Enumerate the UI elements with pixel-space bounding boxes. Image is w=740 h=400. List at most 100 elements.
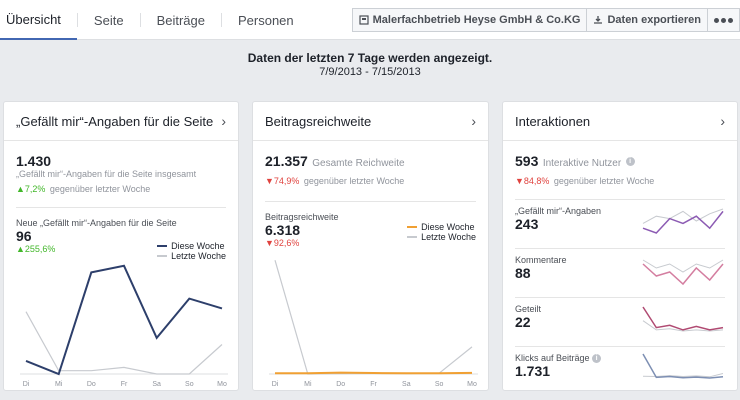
more-options-button[interactable] [708, 8, 740, 32]
divider [515, 346, 725, 347]
new-likes-value: 96 [16, 228, 32, 244]
new-likes-line-chart: Di Mi Do Fr Sa So Mo [20, 264, 228, 388]
reach-chart-legend: Diese Woche Letzte Woche [407, 222, 476, 242]
x-tick-label: Fr [121, 381, 128, 388]
likes-chart-legend: Diese Woche Letzte Woche [157, 241, 226, 261]
interactions-card-title: Interaktionen [515, 113, 591, 129]
post-reach-card-title: Beitragsreichweite [265, 113, 372, 129]
sparkline-this-week [642, 306, 724, 331]
x-tick-label: Mo [217, 381, 227, 388]
x-axis: Di Mi Do Fr Sa So Mo [269, 373, 478, 388]
legend-this-week: Diese Woche [407, 222, 476, 232]
tab-separator [220, 13, 222, 27]
x-tick-label: Di [272, 381, 279, 388]
x-tick-label: Mi [304, 381, 312, 388]
sparkline-this-week [642, 263, 724, 286]
total-likes-change: ▲7,2% [16, 184, 46, 194]
legend-this-week-label: Diese Woche [421, 222, 475, 232]
metric-post-clicks-label-text: Klicks auf Beiträge [515, 353, 590, 363]
interactive-users-label: Interaktive Nutzer [542, 158, 622, 169]
metric-post-clicks-label: Klicks auf Beiträge i [515, 347, 725, 364]
tab-posts-label: Beiträge [156, 12, 205, 28]
interaction-metrics-list: „Gefällt mir“-Angaben 243 Kommentare 88 … [503, 199, 737, 390]
tab-separator [139, 13, 141, 27]
x-tick-label: So [185, 381, 194, 388]
total-reach-value: 21.357 [265, 153, 308, 169]
date-range-dates: 7/9/2013 - 7/15/2013 [319, 66, 421, 78]
page-icon [359, 15, 369, 25]
tab-posts[interactable]: Beiträge [141, 0, 221, 40]
metric-row-comments[interactable]: Kommentare 88 [515, 249, 725, 297]
x-axis: Di Mi Do Fr Sa So Mo [20, 373, 228, 388]
tab-page[interactable]: Seite [78, 0, 140, 40]
x-tick-label: Mi [55, 381, 63, 388]
page-likes-card: „Gefällt mir“-Angaben für die Seite › 1.… [3, 101, 239, 391]
total-reach-label: Gesamte Reichweite [312, 158, 405, 169]
legend-last-week-label: Letzte Woche [171, 251, 226, 261]
legend-swatch [407, 236, 418, 238]
shares-sparkline [642, 306, 724, 332]
total-likes-change-label: gegenüber letzter Woche [49, 184, 151, 194]
download-icon [594, 16, 603, 24]
interactive-users-change: ▼84,8% [515, 176, 550, 186]
top-nav-bar: Übersicht Seite Beiträge Personen Malerf… [0, 0, 740, 40]
divider [16, 207, 226, 208]
sparkline-this-week [642, 210, 724, 234]
insights-tabs: Übersicht Seite Beiträge Personen [0, 0, 310, 40]
metric-shares-value: 22 [515, 314, 531, 330]
sparkline-last-week [642, 320, 724, 332]
page-likes-card-title: „Gefällt mir“-Angaben für die Seite [16, 113, 214, 129]
tab-overview[interactable]: Übersicht [0, 0, 77, 40]
chevron-right-icon: › [720, 113, 725, 129]
tab-page-label: Seite [93, 12, 124, 28]
metric-comments-label: Kommentare [515, 255, 567, 265]
x-tick-label: Do [87, 381, 96, 388]
series-line-last-week [274, 260, 473, 375]
chevron-right-icon: › [221, 113, 226, 129]
post-reach-card: Beitragsreichweite › 21.357 Gesamte Reic… [252, 101, 489, 391]
new-likes-label: Neue „Gefällt mir“-Angaben für die Seite [16, 218, 177, 228]
metric-row-post-clicks[interactable]: Klicks auf Beiträge i 1.731 [515, 347, 725, 390]
legend-this-week: Diese Woche [157, 241, 226, 251]
tab-overview-label: Übersicht [6, 11, 61, 27]
divider [515, 297, 725, 298]
interactive-users-value: 593 [515, 153, 539, 169]
interactions-card-header[interactable]: Interaktionen › [503, 102, 737, 141]
tab-people[interactable]: Personen [222, 0, 310, 40]
reach-chart-label: Beitragsreichweite [265, 212, 339, 222]
metric-shares-label: Geteilt [515, 304, 542, 314]
metric-row-likes[interactable]: „Gefällt mir“-Angaben 243 [515, 200, 725, 248]
legend-last-week: Letzte Woche [157, 251, 226, 261]
legend-last-week: Letzte Woche [407, 232, 476, 242]
x-tick-label: Mo [467, 381, 477, 388]
reach-chart-value: 6.318 [265, 222, 301, 238]
total-reach-change-label: gegenüber letzter Woche [303, 176, 405, 186]
divider [265, 201, 476, 202]
info-icon[interactable]: i [592, 354, 602, 364]
new-likes-change: ▲255,6% [16, 244, 56, 254]
date-range-banner: Daten der letzten 7 Tage werden angezeig… [0, 40, 740, 88]
export-data-button[interactable]: Daten exportieren [587, 8, 708, 32]
total-likes-label: „Gefällt mir“-Angaben für die Seite insg… [16, 169, 197, 179]
post-clicks-sparkline [642, 353, 724, 379]
sparkline-last-week [642, 208, 724, 224]
divider [515, 248, 725, 249]
x-tick-label: Di [23, 381, 30, 388]
metric-comments-value: 88 [515, 265, 531, 281]
interactions-card: Interaktionen › 593 Interaktive Nutzer i… [502, 101, 738, 391]
series-line-last-week [25, 311, 223, 375]
post-reach-card-header[interactable]: Beitragsreichweite › [253, 102, 488, 141]
page-select-button[interactable]: Malerfachbetrieb Heyse GmbH & Co.KG [351, 8, 588, 32]
metric-row-shares[interactable]: Geteilt 22 [515, 298, 725, 346]
info-icon[interactable]: i [625, 157, 635, 167]
sparkline-this-week [642, 353, 724, 379]
date-range-title: Daten der letzten 7 Tage werden angezeig… [247, 51, 493, 65]
metric-likes-label: „Gefällt mir“-Angaben [515, 206, 602, 216]
x-tick-label: Fr [370, 381, 377, 388]
total-reach-change: ▼74,9% [265, 176, 300, 186]
interactive-users-change-label: gegenüber letzter Woche [553, 176, 655, 186]
page-likes-card-header[interactable]: „Gefällt mir“-Angaben für die Seite › [4, 102, 238, 141]
x-tick-label: Sa [402, 381, 411, 388]
x-tick-label: Do [336, 381, 345, 388]
header-actions: Malerfachbetrieb Heyse GmbH & Co.KG Date… [351, 8, 740, 32]
